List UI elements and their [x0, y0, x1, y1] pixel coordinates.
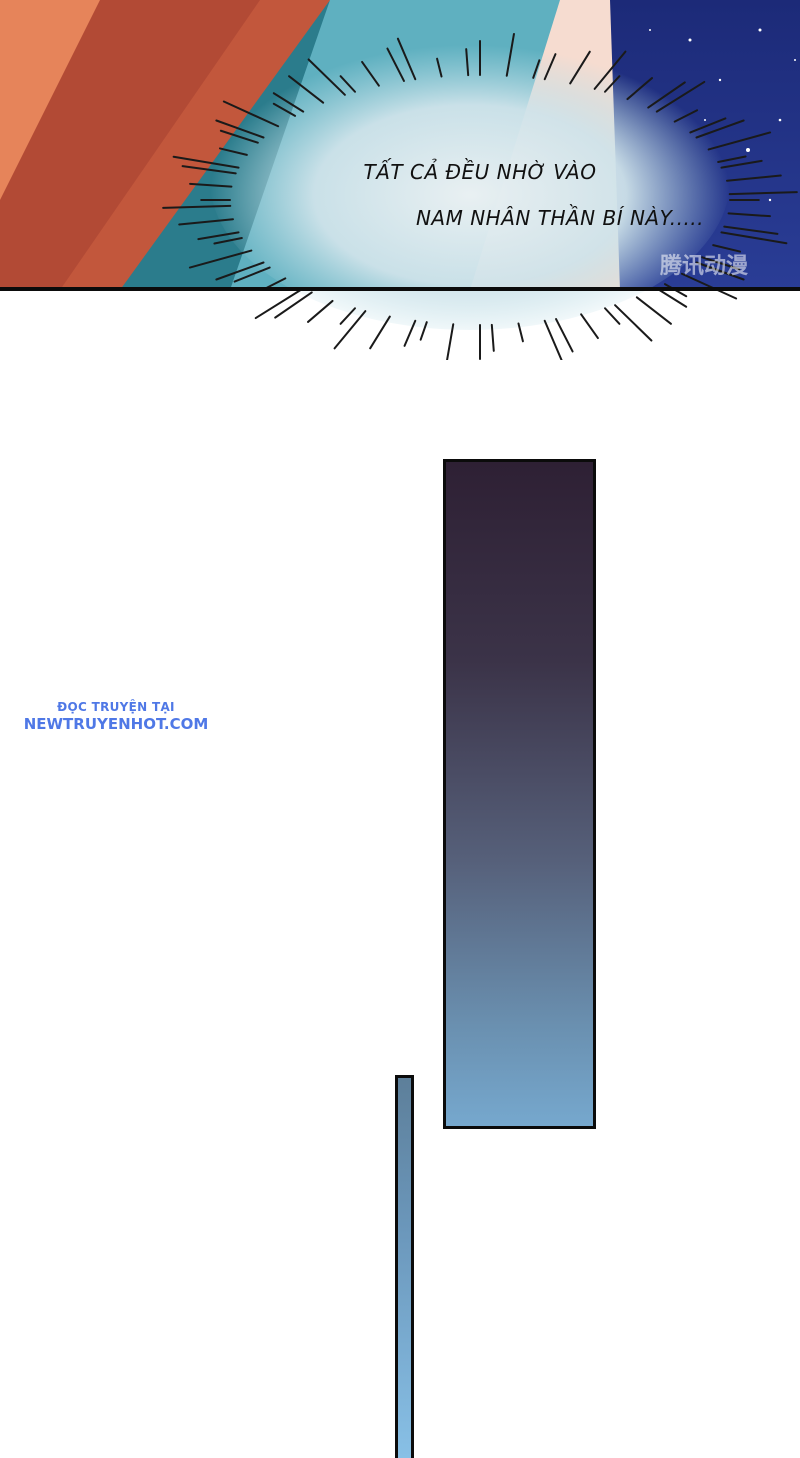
speed-line — [707, 131, 772, 151]
watermark-line-1: ĐỌC TRUYỆN TẠI — [57, 700, 175, 714]
speed-line — [647, 81, 686, 109]
publisher-logo: 腾讯动漫 — [660, 254, 749, 279]
speed-line — [695, 261, 745, 281]
speed-line — [720, 231, 788, 245]
speed-line — [181, 165, 237, 175]
speed-line — [436, 57, 443, 78]
speed-line — [695, 119, 745, 139]
caption-line-2: NAM NHÂN THẦN BÍ NÀY..... — [415, 206, 705, 230]
speed-line — [307, 58, 346, 96]
speed-line — [701, 256, 741, 271]
speed-line — [396, 37, 417, 81]
speed-line — [635, 296, 672, 325]
speed-line — [339, 75, 356, 93]
speed-line — [386, 47, 405, 82]
speed-line — [593, 50, 627, 90]
speed-line — [219, 129, 259, 144]
speed-line — [490, 323, 495, 352]
speed-line — [339, 307, 356, 325]
speed-line — [689, 117, 727, 134]
watermark-line-2: NEWTRUYENHOT.COM — [23, 715, 209, 733]
speed-line — [580, 313, 599, 340]
speed-line — [604, 75, 621, 93]
speed-line — [178, 218, 234, 226]
speed-line — [272, 92, 305, 113]
speed-line — [233, 266, 271, 283]
speed-line — [532, 59, 541, 79]
speed-line — [726, 174, 782, 182]
speed-line — [655, 287, 688, 308]
speed-line — [419, 321, 428, 341]
speed-line — [272, 102, 297, 117]
speed-line — [517, 322, 524, 343]
speed-line — [680, 272, 738, 300]
speed-line — [543, 53, 557, 81]
gradient-panel-thin — [395, 1075, 414, 1458]
speed-line — [213, 237, 243, 245]
speed-line — [274, 291, 313, 319]
speed-line — [717, 155, 747, 163]
speed-line — [172, 155, 240, 169]
speed-line — [614, 304, 653, 342]
speed-line — [720, 159, 763, 169]
speed-line — [543, 319, 563, 360]
speed-line — [604, 307, 621, 325]
speed-line — [333, 310, 367, 350]
speed-line — [403, 319, 417, 347]
speed-line — [188, 249, 253, 269]
speed-line — [728, 191, 798, 196]
top-panel-artwork — [0, 0, 800, 360]
speed-line — [369, 315, 391, 350]
speed-line — [655, 80, 706, 113]
speed-line — [446, 323, 455, 360]
speed-line — [555, 318, 574, 353]
speed-line — [162, 204, 232, 209]
site-watermark: ĐỌC TRUYỆN TẠI NEWTRUYENHOT.COM — [0, 700, 232, 733]
speed-line — [215, 119, 265, 139]
caption-line-1: TẤT CẢ ĐỀU NHỜ VÀO — [363, 160, 597, 184]
speed-line — [626, 77, 653, 101]
speed-line — [712, 244, 742, 253]
speed-line — [673, 109, 699, 123]
speed-line — [254, 287, 305, 320]
speed-line — [723, 225, 779, 235]
speed-line — [505, 32, 515, 77]
speed-line — [727, 212, 771, 218]
gradient-panel-tall — [443, 459, 596, 1129]
speed-line — [189, 182, 233, 188]
speed-line — [197, 231, 240, 241]
speed-line — [569, 50, 591, 85]
speed-line — [215, 261, 265, 281]
speed-line — [307, 299, 334, 323]
speed-line — [218, 147, 248, 156]
speed-line — [288, 75, 325, 104]
speed-line — [222, 100, 280, 128]
speed-line — [361, 60, 380, 87]
speed-line — [465, 48, 470, 77]
